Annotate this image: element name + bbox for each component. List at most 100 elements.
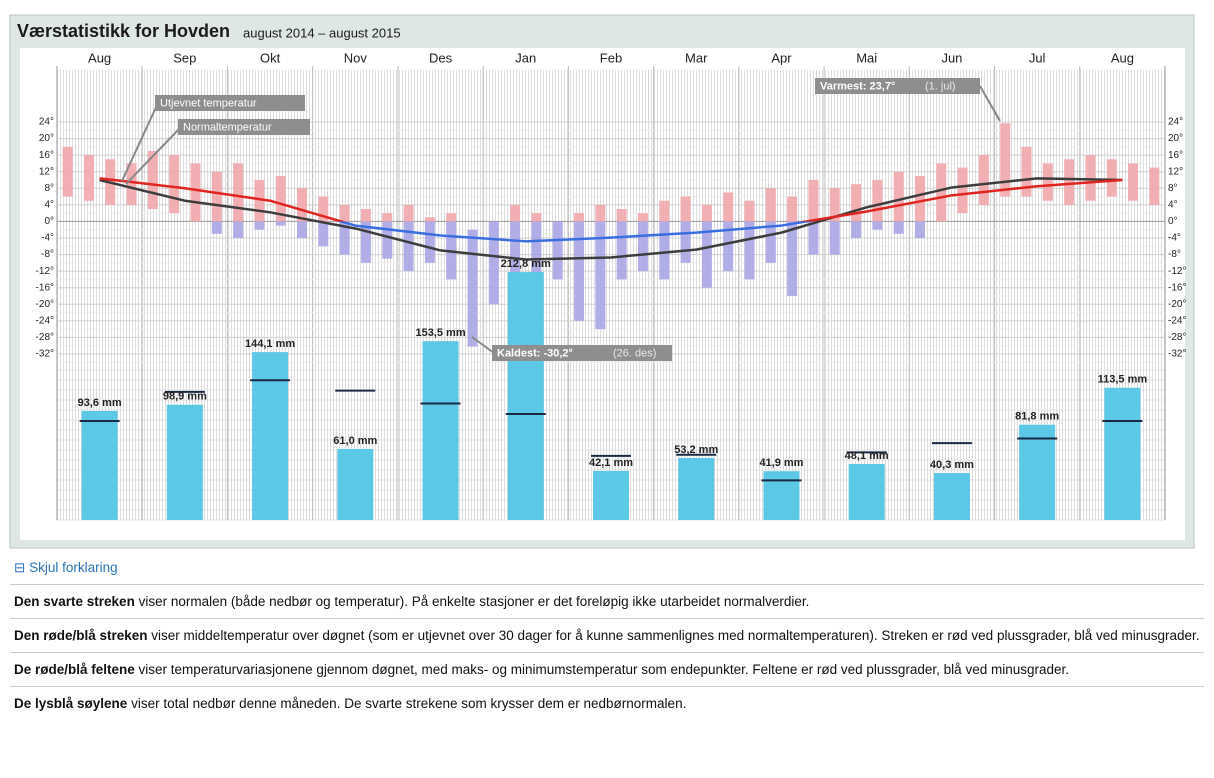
x-tick-label: Feb xyxy=(600,50,622,65)
precip-bar xyxy=(848,463,885,520)
daily-range xyxy=(446,213,457,280)
daily-range xyxy=(488,221,499,305)
callout-box xyxy=(815,78,980,94)
y-tick-label: -28° xyxy=(36,332,54,343)
callout-box xyxy=(155,95,305,111)
callout-pointer xyxy=(121,102,159,182)
precip-label: 93,6 mm xyxy=(78,397,122,409)
callout-pointer xyxy=(125,126,182,185)
y-tick-label-right: -24° xyxy=(1168,315,1186,326)
y-tick-label-right: 16° xyxy=(1168,150,1183,161)
daily-range xyxy=(1106,159,1117,197)
y-tick-label: -8° xyxy=(41,249,54,260)
y-tick-label-right: -20° xyxy=(1168,299,1186,310)
precip-bar xyxy=(166,404,203,520)
daily-range xyxy=(403,204,414,272)
explanation-paragraph: De røde/blå feltene viser temperaturvari… xyxy=(10,652,1204,686)
toggle-text[interactable]: Skjul forklaring xyxy=(29,560,118,575)
daily-range xyxy=(936,163,947,222)
daily-range xyxy=(787,196,798,296)
y-tick-label: -20° xyxy=(36,299,54,310)
precip-label: 42,1 mm xyxy=(589,457,633,469)
daily-range xyxy=(637,213,648,272)
y-tick-label-right: 20° xyxy=(1168,133,1183,144)
y-tick-label-right: 12° xyxy=(1168,166,1183,177)
x-tick-label: Jun xyxy=(941,50,962,65)
explanation-paragraph: Den svarte streken viser normalen (både … xyxy=(10,584,1204,618)
daily-range xyxy=(233,163,244,238)
precip-label: 81,8 mm xyxy=(1015,411,1059,423)
daily-range xyxy=(808,180,819,255)
paragraph-lead: Den svarte streken xyxy=(14,594,135,609)
precip-label: 113,5 mm xyxy=(1098,374,1148,386)
annotation-date: (26. des) xyxy=(613,347,656,359)
daily-range xyxy=(978,155,989,205)
daily-range xyxy=(275,175,286,226)
precip-label: 212,8 mm xyxy=(501,258,551,270)
precip-bar xyxy=(337,448,374,520)
x-tick-label: Aug xyxy=(88,50,111,65)
explanation-paragraph: Den røde/blå streken viser middeltempera… xyxy=(10,618,1204,652)
x-tick-label: Nov xyxy=(344,50,368,65)
paragraph-text: viser total nedbør denne måneden. De sva… xyxy=(127,696,687,711)
paragraph-text: viser normalen (både nedbør og temperatu… xyxy=(134,594,810,609)
paragraph-lead: De lysblå søylene xyxy=(14,696,128,711)
daily-range xyxy=(254,180,265,230)
chart-subtitle: august 2014 – august 2015 xyxy=(243,25,401,40)
daily-range xyxy=(1128,163,1139,201)
daily-range xyxy=(169,155,180,214)
precip-label: 98,9 mm xyxy=(163,391,207,403)
legend-label: Normaltemperatur xyxy=(183,121,272,133)
paragraph-text: viser temperaturvariasjonene gjennom døg… xyxy=(134,662,1069,677)
precip-label: 48,1 mm xyxy=(845,450,889,462)
temperature-line xyxy=(99,177,1123,243)
daily-range xyxy=(659,200,670,280)
y-tick-label: 24° xyxy=(39,117,54,128)
x-tick-label: Mar xyxy=(685,50,708,65)
daily-range xyxy=(83,155,94,201)
y-tick-label: 20° xyxy=(39,133,54,144)
y-tick-label-right: -4° xyxy=(1168,233,1181,244)
precip-label: 153,5 mm xyxy=(415,327,465,339)
y-tick-label: -12° xyxy=(36,266,54,277)
daily-range xyxy=(297,188,308,238)
daily-range xyxy=(1021,146,1032,197)
chart: Værstatistikk for Hovden august 2014 – a… xyxy=(9,14,1195,549)
daily-range xyxy=(680,196,691,263)
daily-range xyxy=(1064,159,1075,205)
daily-range xyxy=(211,171,222,234)
y-tick-label: 16° xyxy=(39,150,54,161)
y-tick-label-right: -8° xyxy=(1168,249,1181,260)
callout-pointer xyxy=(979,85,1001,122)
x-tick-label: Jul xyxy=(1029,50,1046,65)
precip-bar xyxy=(763,471,800,520)
daily-range xyxy=(62,146,73,197)
precip-label: 53,2 mm xyxy=(674,444,718,456)
toggle-link[interactable]: ⊟ Skjul forklaring xyxy=(14,560,118,575)
precip-bar xyxy=(422,341,459,520)
y-tick-label-right: -28° xyxy=(1168,332,1186,343)
y-tick-label-right: -16° xyxy=(1168,282,1186,293)
y-tick-label: -4° xyxy=(41,233,54,244)
daily-range xyxy=(723,192,734,272)
x-tick-label: Sep xyxy=(173,50,196,65)
day-grid xyxy=(57,70,1165,520)
daily-range xyxy=(339,204,350,255)
y-tick-label: -32° xyxy=(36,349,54,360)
daily-range xyxy=(126,163,137,205)
precip-bar xyxy=(81,410,118,520)
daily-range xyxy=(467,229,478,347)
precip-label: 61,0 mm xyxy=(333,435,377,447)
annotation: Varmest: 23,7° xyxy=(820,80,895,92)
daily-range xyxy=(829,188,840,255)
x-tick-label: Des xyxy=(429,50,453,65)
callout-box xyxy=(492,345,672,361)
daily-range xyxy=(552,221,563,280)
callout-pointer xyxy=(471,336,495,354)
explanation: ⊟ Skjul forklaring Den svarte streken vi… xyxy=(10,558,1204,720)
daily-range xyxy=(360,209,371,263)
daily-range xyxy=(1042,163,1053,201)
x-tick-label: Okt xyxy=(260,50,281,65)
explanation-paragraph: De lysblå søylene viser total nedbør den… xyxy=(10,686,1204,720)
